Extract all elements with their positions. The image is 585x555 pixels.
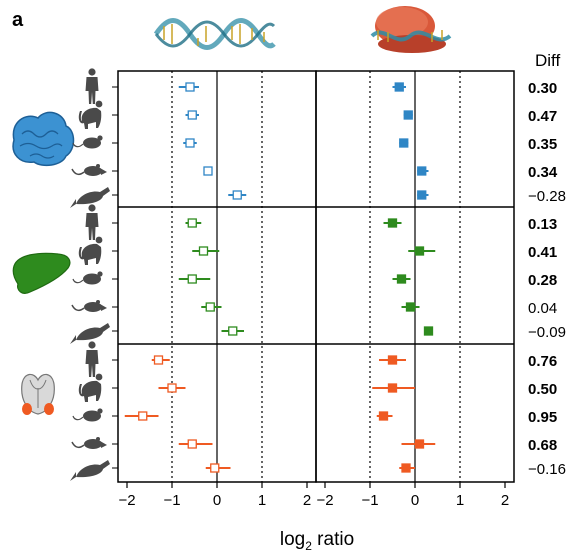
- platypus-icon: [70, 460, 110, 481]
- macaque-icon: [78, 100, 103, 129]
- platypus-icon: [70, 323, 110, 344]
- opossum-icon: [71, 163, 108, 177]
- human-icon: [85, 341, 99, 377]
- open-point: [198, 246, 209, 256]
- diff-value: 0.28: [528, 272, 557, 289]
- diff-value: −0.16: [528, 461, 566, 478]
- filled-point: [414, 439, 425, 449]
- diff-value: 0.41: [528, 244, 557, 261]
- open-point: [187, 274, 197, 284]
- x-tick-label: −1: [163, 492, 180, 509]
- open-point: [228, 326, 238, 336]
- open-point: [232, 190, 242, 200]
- filled-point: [401, 463, 411, 473]
- diff-value: 0.95: [528, 409, 557, 426]
- x-tick-label: 0: [213, 492, 221, 509]
- liver-icon: [12, 252, 71, 294]
- filled-point: [396, 274, 407, 284]
- diff-value: 0.13: [528, 216, 557, 233]
- filled-point: [394, 82, 404, 92]
- filled-point: [403, 110, 413, 120]
- diff-value: −0.09: [528, 324, 566, 341]
- macaque-icon: [78, 236, 103, 265]
- x-tick-label: 0: [411, 492, 419, 509]
- x-axis-title: log2 ratio: [280, 529, 354, 553]
- x-tick-label: −2: [316, 492, 333, 509]
- diff-value: 0.35: [528, 136, 557, 153]
- platypus-icon: [70, 187, 110, 208]
- x-tick-label: 1: [456, 492, 464, 509]
- human-icon: [85, 68, 99, 104]
- open-point: [187, 439, 197, 449]
- x-tick-label: 2: [501, 492, 509, 509]
- diff-value: 0.76: [528, 353, 557, 370]
- diff-value: 0.50: [528, 381, 557, 398]
- testis-icon: [21, 373, 55, 415]
- open-point: [203, 166, 213, 176]
- mouse-icon: [72, 134, 104, 150]
- filled-point: [417, 190, 427, 200]
- open-point: [185, 82, 195, 92]
- filled-point: [399, 138, 409, 148]
- filled-point: [417, 166, 427, 176]
- opossum-icon: [71, 436, 108, 450]
- filled-point: [387, 355, 398, 365]
- filled-point: [378, 411, 389, 421]
- diff-value: −0.28: [528, 188, 566, 205]
- brain-icon: [12, 111, 75, 167]
- open-point: [167, 383, 177, 393]
- opossum-icon: [71, 299, 108, 313]
- x-tick-label: 1: [258, 492, 266, 509]
- open-point: [187, 218, 197, 228]
- open-point: [138, 411, 148, 421]
- mouse-icon: [72, 270, 104, 286]
- open-point: [153, 355, 164, 365]
- diff-value: 0.30: [528, 80, 557, 97]
- panel-label: a: [12, 9, 24, 31]
- ribosome-rna-icon: [370, 6, 452, 53]
- diff-value: 0.34: [528, 164, 558, 181]
- diff-header: Diff: [535, 51, 560, 70]
- human-icon: [85, 204, 99, 240]
- diff-value: 0.47: [528, 108, 557, 125]
- filled-point: [423, 326, 434, 336]
- open-point: [205, 302, 215, 312]
- open-point: [210, 463, 220, 473]
- mouse-icon: [72, 407, 104, 423]
- filled-point: [405, 302, 416, 312]
- filled-point: [387, 383, 398, 393]
- diff-value: 0.04: [528, 300, 557, 317]
- x-tick-label: 2: [303, 492, 311, 509]
- open-point: [187, 110, 197, 120]
- filled-point: [414, 246, 425, 256]
- x-tick-label: −2: [118, 492, 135, 509]
- open-point: [185, 138, 195, 148]
- filled-point: [387, 218, 398, 228]
- rna-strand-icon: [153, 18, 276, 50]
- x-tick-label: −1: [361, 492, 378, 509]
- macaque-icon: [78, 373, 103, 402]
- diff-value: 0.68: [528, 437, 557, 454]
